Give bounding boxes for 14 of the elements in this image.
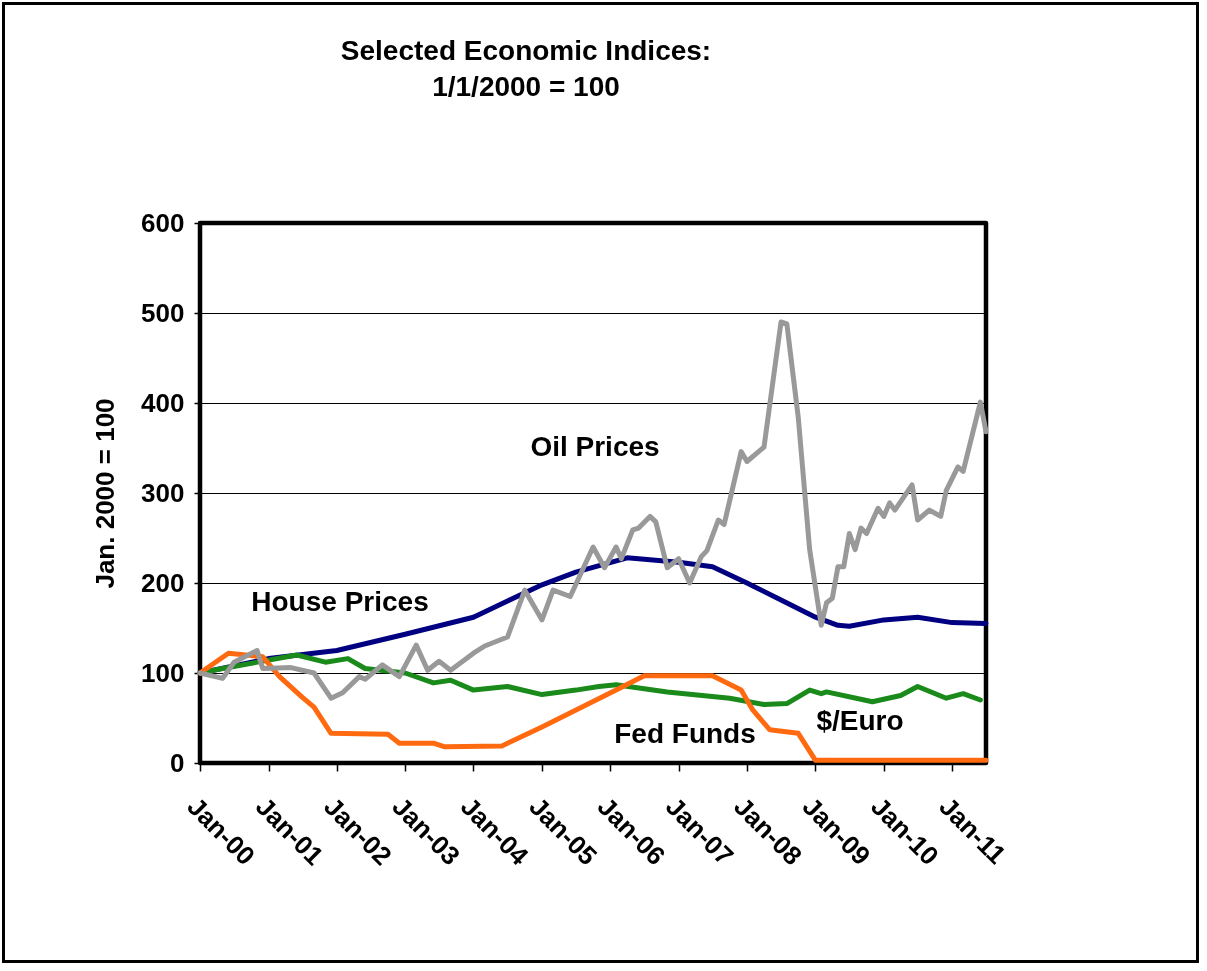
y-tick-label: 0 — [170, 747, 185, 778]
y-tick-label: 600 — [141, 207, 185, 238]
y-tick-label: 400 — [141, 387, 185, 418]
y-tick-label: 300 — [141, 477, 185, 508]
y-tick-label: 200 — [141, 567, 185, 598]
series-label: Oil Prices — [530, 431, 660, 462]
y-tick-label: 100 — [141, 657, 185, 688]
series-label: House Prices — [251, 586, 429, 617]
series-label: Fed Funds — [614, 718, 756, 749]
chart-subtitle: 1/1/2000 = 100 — [432, 71, 620, 102]
series-label: $/Euro — [816, 705, 904, 736]
chart-title: Selected Economic Indices: — [340, 35, 712, 66]
y-axis-title: Jan. 2000 = 100 — [90, 398, 121, 589]
y-tick-label: 500 — [141, 297, 185, 328]
